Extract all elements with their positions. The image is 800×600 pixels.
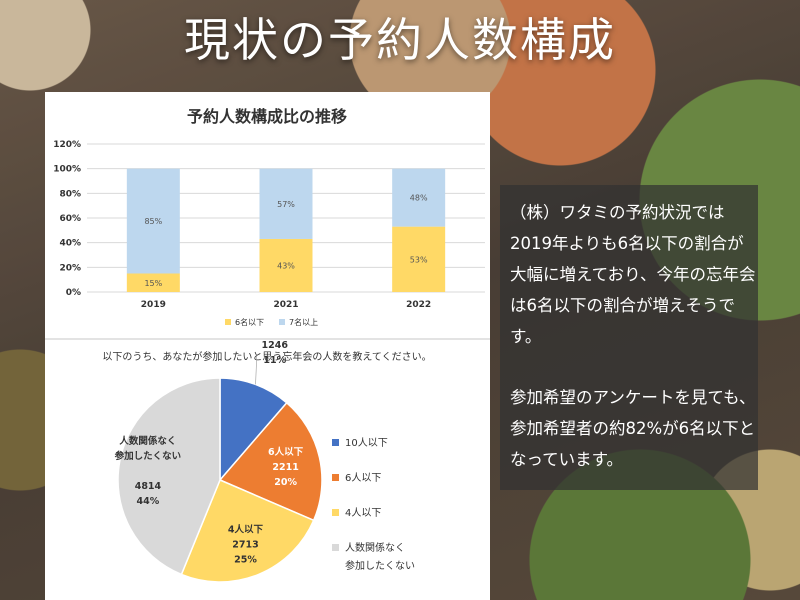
legend-swatch [332,474,339,481]
bar-2019 [126,273,180,292]
bar-2021 [259,168,313,239]
pie-slice [219,377,288,483]
legend-label: 6人以下 [345,472,381,484]
pie-chart: 以下のうち、あなたが参加したいと思う忘年会の人数を教えてください。 10人以下 1… [102,340,432,583]
pie-data-label: 人数関係なく [119,435,176,447]
bar-data-label: 85% [144,217,162,226]
pie-data-label: 4814 [135,481,162,492]
bar-2022 [392,168,446,227]
pie-data-label: 11% [263,355,286,366]
legend-label: 10人以下 [345,437,388,449]
y-tick-label: 0% [66,288,81,298]
pie-data-label: 1246 [262,340,289,351]
bar-data-label: 57% [277,200,295,209]
pie-data-label: 参加したくない [114,450,182,462]
pie-data-label: 4人以下 [228,523,264,535]
legend-swatch [332,544,339,551]
bar-data-label: 53% [410,255,428,264]
summary-box: （株）ワタミの予約状況では2019年よりも6名以下の割合が大幅に増えており、今年… [500,185,758,490]
pie-slice [117,377,221,576]
bar-data-label: 15% [144,279,162,288]
legend-label: 4人以下 [345,507,381,519]
x-tick-label: 2019 [141,300,166,310]
y-tick-label: 80% [59,189,81,199]
pie-data-label: 6人以下 [268,446,304,458]
pie-slice [180,479,315,583]
legend-swatch [279,319,285,325]
bar-2021 [259,238,313,292]
y-tick-label: 20% [59,263,81,273]
leader-line [255,354,258,385]
pie-data-label: 2211 [272,462,298,473]
legend-label: 6名以下 [235,317,264,327]
y-tick-label: 40% [59,239,81,249]
legend-label: 参加したくない [345,559,415,572]
pie-chart-title: 以下のうち、あなたが参加したいと思う忘年会の人数を教えてください。 [102,350,431,363]
legend-label: 7名以上 [289,317,318,327]
bar-data-label: 43% [277,261,295,270]
legend-swatch [332,439,339,446]
pie-data-label: 44% [137,496,160,507]
y-tick-label: 60% [59,214,81,224]
legend-swatch [332,509,339,516]
bar-2022 [392,226,446,292]
x-tick-label: 2021 [273,300,298,310]
x-tick-label: 2022 [406,300,431,310]
chart-panel: 予約人数構成比の推移 0% 20% 40% 60% 80% 100% 120% 15% 85%… [45,92,490,600]
y-tick-label: 120% [53,140,81,150]
chart-divider [45,338,490,340]
summary-text-1: （株）ワタミの予約状況では2019年よりも6名以下の割合が大幅に増えており、今年… [510,203,756,346]
bar-chart-title: 予約人数構成比の推移 [187,107,347,126]
legend-swatch [225,319,231,325]
y-tick-label: 100% [53,165,81,175]
legend-label: 人数関係なく [345,541,405,554]
pie-data-label: 20% [274,477,297,488]
pie-data-label: 2713 [232,539,258,550]
page-title: 現状の予約人数構成 [184,13,616,67]
pie-data-label: 25% [234,554,257,565]
bar-2019 [126,168,180,274]
summary-text-2: 参加希望のアンケートを見ても、参加希望者の約82%が6名以下となっています。 [510,388,756,469]
bar-data-label: 48% [410,194,428,203]
bar-chart: 予約人数構成比の推移 0% 20% 40% 60% 80% 100% 120% 15% 85%… [53,107,485,327]
